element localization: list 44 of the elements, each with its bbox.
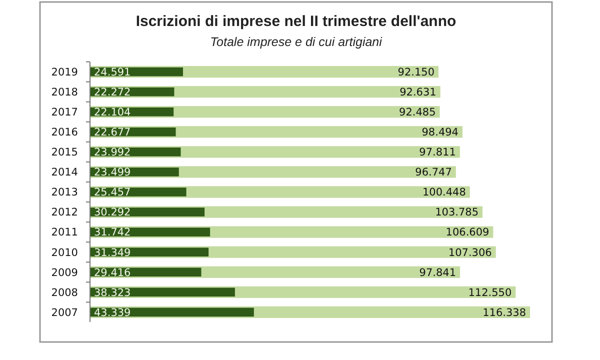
- chart-title: Iscrizioni di imprese nel II trimestre dell'anno: [136, 13, 456, 30]
- data-label: 38.323: [94, 286, 131, 299]
- data-label: 25.457: [94, 186, 131, 199]
- data-label: 22.272: [94, 86, 131, 99]
- data-label: 23.499: [94, 166, 131, 179]
- y-tick-label: 2018: [51, 86, 78, 99]
- data-label: 98.494: [422, 126, 459, 139]
- data-label: 30.292: [94, 206, 131, 219]
- data-label: 43.339: [94, 306, 131, 319]
- data-label: 92.485: [399, 106, 436, 119]
- data-label: 97.811: [419, 146, 456, 159]
- y-tick-label: 2010: [51, 246, 78, 259]
- y-tick-label: 2008: [51, 286, 78, 299]
- data-label: 116.338: [482, 306, 526, 319]
- y-tick-label: 2019: [51, 66, 78, 78]
- bar: [90, 288, 235, 297]
- y-tick-label: 2015: [51, 146, 78, 159]
- data-label: 112.550: [468, 286, 512, 299]
- data-label: 96.747: [415, 166, 452, 179]
- y-tick-label: 2011: [51, 226, 78, 239]
- y-tick-label: 2012: [51, 206, 78, 219]
- y-tick-label: 2017: [51, 106, 78, 119]
- data-label: 22.677: [94, 126, 131, 139]
- y-tick-label: 2009: [51, 266, 78, 279]
- data-label: 92.631: [400, 86, 436, 99]
- bar: [90, 228, 210, 236]
- chart-subtitle: Totale imprese e di cui artigiani: [210, 35, 384, 49]
- y-tick-label: 2016: [51, 126, 78, 139]
- data-label: 100.448: [422, 186, 466, 199]
- data-label: 103.785: [435, 206, 479, 219]
- data-label: 23.992: [94, 146, 131, 159]
- data-label: 31.742: [94, 226, 131, 239]
- bar: [90, 248, 209, 257]
- y-tick-label: 2014: [51, 166, 78, 179]
- data-label: 31.349: [94, 246, 131, 259]
- data-label: 107.306: [448, 246, 492, 259]
- data-label: 106.609: [446, 226, 490, 239]
- data-label: 24.591: [94, 66, 131, 78]
- data-label: 97.841: [419, 266, 456, 279]
- data-label: 22.104: [94, 106, 132, 119]
- data-label: 29.416: [94, 266, 132, 279]
- y-tick-label: 2013: [51, 186, 78, 199]
- data-label: 92.150: [398, 66, 435, 78]
- y-tick-label: 2007: [51, 306, 78, 319]
